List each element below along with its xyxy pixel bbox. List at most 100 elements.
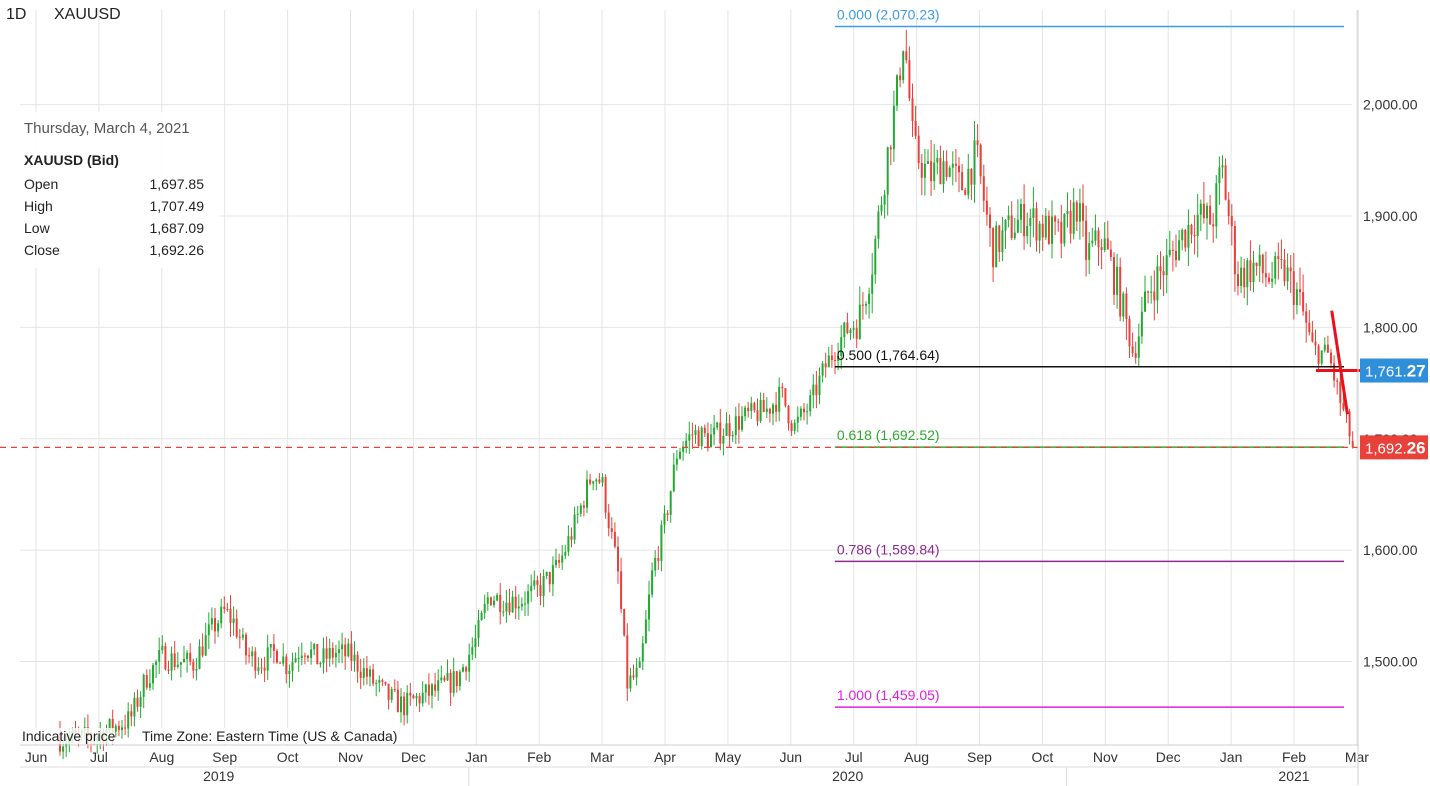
candle-body [350, 643, 353, 661]
candle-body [1326, 344, 1329, 353]
candle-body [421, 692, 424, 704]
candle-body [759, 400, 762, 422]
candle-body [843, 322, 846, 338]
candle-body [902, 51, 905, 81]
indicative-price-note: Indicative price [22, 728, 116, 744]
candle-body [1342, 402, 1345, 410]
candle-body [1212, 224, 1215, 227]
candle-body [347, 643, 350, 657]
candle-body [310, 649, 313, 658]
candle-body [672, 464, 675, 492]
candle-body [204, 635, 207, 656]
candle-body [514, 596, 517, 609]
candle-body [1128, 319, 1131, 347]
candle-body [1047, 215, 1050, 244]
candle-body [961, 172, 964, 190]
candle-body [1209, 205, 1212, 225]
trend-line-down[interactable] [1330, 310, 1349, 415]
candle-body [778, 386, 781, 412]
candle-body [251, 651, 254, 657]
candle-body [387, 683, 390, 700]
candle-body [905, 51, 908, 61]
candle-body [238, 636, 241, 638]
candle-body [365, 668, 368, 677]
candle-body [728, 423, 731, 437]
candle-body [551, 565, 554, 585]
candle-body [725, 423, 728, 436]
candle-body [133, 697, 136, 717]
candle-body [1150, 291, 1153, 293]
candle-body [1088, 243, 1091, 260]
tooltip-date: Thursday, March 4, 2021 [24, 120, 190, 137]
candle-body [573, 514, 576, 540]
candle-body [1320, 350, 1323, 364]
candle-body [855, 328, 858, 339]
candle-body [799, 408, 802, 417]
candle-body [437, 680, 440, 691]
candle-body [307, 655, 309, 658]
candle-body [511, 596, 514, 613]
candle-body [669, 491, 672, 515]
candle-body [403, 696, 406, 716]
candle-body [964, 189, 967, 195]
candle-body [1001, 230, 1004, 253]
candle-body [195, 668, 198, 671]
candle-body [874, 238, 877, 275]
candle-body [1063, 213, 1066, 244]
candle-body [1323, 344, 1326, 351]
candle-body [214, 618, 216, 632]
trend-lines[interactable] [1316, 310, 1365, 415]
candle-body [545, 572, 548, 577]
timezone-label[interactable]: Time Zone: Eastern Time (US & Canada) [142, 728, 398, 744]
price-badges: 1,761.27 1,692.26 [1360, 358, 1428, 460]
candle-body [586, 479, 588, 508]
fib-level-label: 0.786 (1,589.84) [837, 541, 940, 557]
candle-body [933, 162, 936, 182]
candle-body [889, 147, 892, 150]
candle-body [1240, 267, 1243, 287]
candle-body [235, 618, 238, 637]
candle-body [806, 411, 809, 413]
candle-body [914, 120, 917, 136]
symbol-label[interactable]: XAUUSD [54, 6, 121, 23]
candle-body [477, 619, 480, 639]
candle-body [936, 157, 939, 163]
timeframe-label[interactable]: 1D [6, 6, 27, 23]
candle-body [858, 304, 861, 339]
candle-body [322, 648, 325, 663]
candle-body [232, 618, 235, 623]
candle-body [979, 144, 982, 177]
candle-body [390, 689, 393, 700]
candle-body [434, 684, 437, 691]
candle-body [1206, 205, 1208, 219]
candle-body [62, 746, 65, 752]
candle-body [564, 551, 567, 556]
candle-body [1162, 271, 1165, 276]
candle-body [623, 609, 626, 636]
candle-body [744, 407, 747, 417]
candle-body [930, 161, 933, 182]
price-badge [1360, 435, 1428, 460]
candle-body [520, 603, 523, 607]
candle-body [142, 674, 145, 697]
candle-body [945, 161, 948, 177]
candle-body [548, 572, 551, 585]
candle-body [121, 727, 123, 731]
candle-body [341, 644, 344, 650]
x-tick-year: 2019 [203, 768, 234, 784]
candle-body [127, 711, 130, 729]
fibonacci-retracement[interactable]: 0.000 (2,070.23) 0.500 (1,764.64) 0.618 (1… [0, 6, 1358, 708]
candle-body [254, 651, 257, 671]
candle-body [542, 576, 545, 596]
candle-body [992, 228, 995, 268]
price-badge-tail: 26 [1407, 438, 1426, 457]
candle-body [1243, 267, 1246, 288]
candle-body [111, 718, 114, 732]
candle-body [269, 644, 272, 648]
candle-body [691, 434, 694, 436]
candle-body [601, 477, 604, 483]
candle-body [954, 163, 957, 166]
candle-body [1295, 289, 1298, 305]
candle-body [148, 683, 151, 688]
